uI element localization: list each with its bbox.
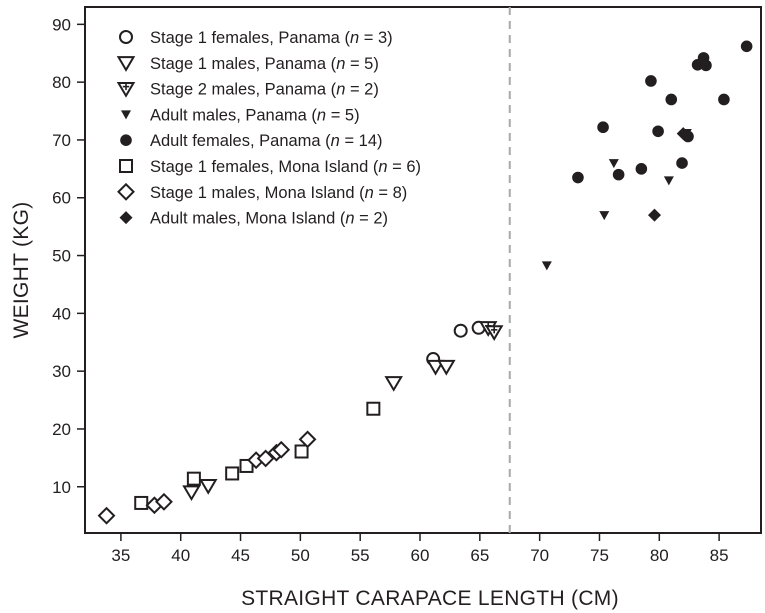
data-point [298, 430, 317, 449]
x-tick-label: 85 [710, 546, 729, 565]
legend-item: Adult males, Mona Island (n = 2) [119, 210, 388, 228]
data-point [186, 471, 201, 486]
data-point [97, 506, 116, 525]
x-tick-label: 70 [530, 546, 549, 565]
series-diamond-open [97, 430, 317, 525]
data-point [635, 163, 648, 175]
y-tick-label: 90 [52, 15, 71, 34]
data-points [97, 40, 753, 525]
legend-label: Adult males, Mona Island (n = 2) [150, 210, 388, 228]
legend: Stage 1 females, Panama (n = 3) Stage 1 m… [116, 29, 421, 228]
y-tick-label: 30 [52, 362, 71, 381]
legend-marker [121, 110, 131, 120]
data-point [663, 176, 674, 186]
y-tick-label: 60 [52, 189, 71, 208]
data-point [697, 52, 710, 64]
series-triangle-down-open [182, 359, 456, 502]
y-tick-label: 20 [52, 420, 71, 439]
data-point [225, 466, 240, 481]
y-tick-label: 50 [52, 247, 71, 266]
data-point [426, 359, 445, 376]
legend-label: Stage 1 males, Panama (n = 5) [150, 55, 379, 73]
y-tick-label: 80 [52, 73, 71, 92]
x-tick-label: 50 [291, 546, 310, 565]
series-triangle-down-cross [478, 321, 504, 341]
data-point [437, 359, 456, 376]
legend-marker [120, 134, 132, 146]
y-tick-label: 70 [52, 131, 71, 150]
x-tick-label: 80 [650, 546, 669, 565]
legend-item: Stage 1 females, Mona Island (n = 6) [119, 158, 421, 176]
data-point [134, 495, 149, 510]
data-point [366, 401, 381, 416]
y-tick-label: 10 [52, 478, 71, 497]
x-tick-label: 75 [590, 546, 609, 565]
legend-marker [116, 81, 136, 98]
x-tick-label: 35 [111, 546, 130, 565]
x-axis-ticks: 35 40 45 50 55 60 65 70 75 80 85 [111, 533, 729, 565]
legend-label: Stage 1 males, Mona Island (n = 8) [150, 184, 407, 202]
data-point [541, 261, 552, 271]
legend-marker [119, 30, 133, 44]
y-axis-title: WEIGHT (KG) [10, 201, 33, 338]
data-point [272, 440, 291, 459]
data-point [294, 444, 309, 459]
data-point [740, 40, 753, 53]
y-axis-ticks: 10 20 30 40 50 60 70 80 90 [52, 15, 85, 497]
legend-item: Stage 1 males, Mona Island (n = 8) [117, 182, 407, 202]
data-point [453, 323, 468, 338]
legend-item: Adult males, Panama (n = 5) [121, 106, 360, 124]
legend-marker [117, 182, 135, 201]
data-point [718, 93, 730, 106]
legend-label: Adult females, Panama (n = 14) [150, 132, 383, 150]
data-point [676, 127, 690, 141]
data-point [676, 157, 688, 169]
x-tick-label: 40 [171, 546, 190, 565]
data-point [597, 121, 609, 134]
legend-item: Stage 1 males, Panama (n = 5) [116, 55, 379, 73]
data-point [599, 211, 610, 221]
data-point [648, 208, 662, 222]
series-circle-filled [572, 40, 753, 184]
legend-label: Stage 1 females, Mona Island (n = 6) [150, 158, 421, 176]
legend-marker [119, 211, 133, 225]
legend-item: Adult females, Panama (n = 14) [120, 132, 383, 150]
legend-label: Adult males, Panama (n = 5) [150, 106, 360, 124]
x-tick-label: 65 [470, 546, 489, 565]
data-point [256, 449, 275, 468]
data-point [182, 485, 201, 502]
x-tick-label: 45 [231, 546, 250, 565]
x-axis-title: STRAIGHT CARAPACE LENGTH (CM) [241, 587, 619, 610]
data-point [572, 171, 584, 184]
legend-label: Stage 2 males, Panama (n = 2) [150, 81, 379, 99]
legend-item: Stage 2 males, Panama (n = 2) [116, 81, 379, 99]
data-point [612, 168, 625, 181]
data-point [198, 478, 218, 495]
x-tick-label: 55 [351, 546, 370, 565]
data-point [484, 325, 504, 341]
x-tick-label: 60 [411, 546, 430, 565]
y-tick-label: 40 [52, 304, 71, 323]
legend-marker [116, 56, 136, 72]
data-point [155, 492, 173, 511]
data-point [384, 376, 403, 392]
series-triangle-down-filled [541, 129, 692, 271]
plot-frame [84, 6, 762, 534]
legend-marker [119, 159, 133, 173]
data-point [239, 458, 254, 473]
series-diamond-filled [648, 127, 690, 222]
series-square-open [134, 401, 381, 510]
data-point [608, 159, 619, 169]
legend-item: Stage 1 females, Panama (n = 3) [119, 29, 393, 47]
data-point [645, 75, 657, 87]
series-circle-open [426, 320, 486, 367]
legend-label: Stage 1 females, Panama (n = 3) [150, 29, 393, 47]
data-point [652, 125, 664, 138]
data-point [665, 93, 678, 106]
